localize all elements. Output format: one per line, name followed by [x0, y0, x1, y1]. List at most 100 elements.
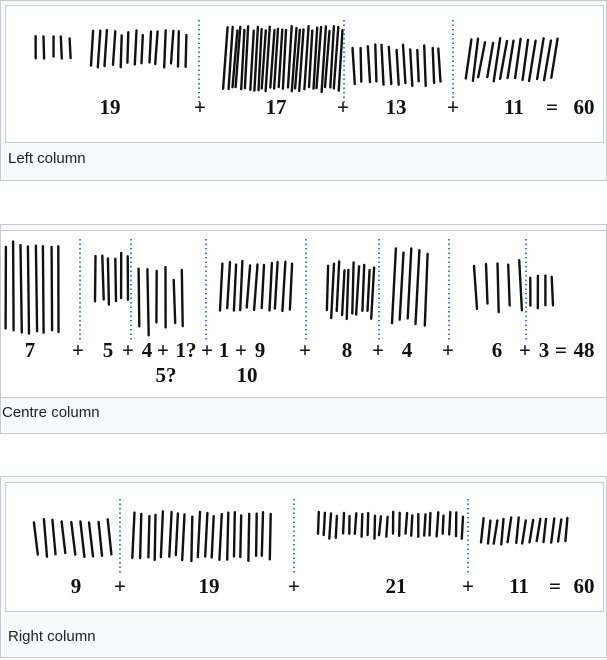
tally-label: =	[546, 95, 558, 119]
tally-mark	[180, 268, 184, 328]
left-column-panel: 19 +17 +13 +11 = 60 Left column	[0, 0, 607, 181]
tally-mark	[264, 25, 271, 93]
tally-mark	[492, 519, 499, 545]
tally-mark	[518, 259, 524, 312]
tally-mark	[176, 30, 181, 68]
tally-mark	[395, 48, 400, 86]
tally-mark	[387, 45, 393, 86]
tally-mark	[398, 511, 401, 537]
tally-label: 19	[199, 574, 220, 598]
tally-label: +	[114, 574, 126, 598]
tally-mark	[498, 39, 509, 81]
tally-label: 60	[574, 95, 595, 119]
tally-label: 6	[492, 338, 503, 362]
centre-column-panel: 7 +5 +4 +1? +1 +9 +8 +4 +6 +3 = 48 5? 10 Centre colum…	[0, 224, 607, 434]
tally-mark	[293, 28, 302, 90]
tally-label: 4	[142, 338, 153, 362]
tally-label: +	[337, 95, 349, 119]
tally-mark	[410, 514, 414, 537]
tally-mark	[404, 511, 409, 535]
tally-mark	[172, 278, 177, 325]
tally-mark	[535, 517, 542, 543]
tally-mark	[254, 512, 258, 558]
tally-mark	[42, 518, 49, 558]
tally-label: 7	[25, 338, 36, 362]
tally-mark	[253, 25, 260, 92]
tally-mark	[380, 43, 385, 86]
tally-mark	[243, 25, 250, 90]
tally-mark	[225, 511, 230, 561]
tally-mark	[398, 251, 405, 321]
tally-mark	[162, 29, 167, 69]
tally-mark	[521, 519, 527, 545]
tally-label: 4	[402, 338, 413, 362]
tally-mark	[269, 28, 276, 89]
tally-mark	[281, 260, 287, 313]
tally-mark	[366, 268, 371, 313]
tally-mark	[239, 28, 246, 91]
tally-mark	[89, 29, 95, 67]
tally-mark	[340, 269, 346, 317]
tally-mark	[527, 39, 537, 83]
tally-mark	[542, 517, 548, 544]
tally-label: 60	[574, 574, 595, 598]
right-column-tally-diagram: 9 +19 +21 +11 = 60	[32, 499, 595, 598]
tally-label: 9	[255, 338, 266, 362]
tally-label: +	[122, 338, 134, 362]
tally-mark	[325, 264, 330, 312]
tally-label: 9	[71, 574, 82, 598]
tally-mark	[401, 43, 407, 85]
tally-label: +	[372, 338, 384, 362]
tally-label: =	[549, 574, 561, 598]
left-column-caption: Left column	[8, 150, 86, 167]
tally-label: +	[462, 574, 474, 598]
tally-mark	[34, 244, 39, 333]
tally-mark	[492, 37, 502, 83]
tally-mark	[221, 26, 229, 90]
tally-mark	[373, 514, 377, 540]
tally-mark	[423, 513, 427, 537]
tally-mark	[361, 263, 366, 313]
left-column-tally-diagram: 19 +17 +13 +11 = 60	[34, 20, 595, 119]
tally-mark	[203, 511, 209, 558]
tally-mark	[126, 31, 130, 64]
tally-mark	[556, 518, 563, 543]
tally-mark	[385, 515, 389, 538]
tally-mark	[550, 517, 556, 544]
tally-mark	[281, 28, 288, 90]
tally-mark	[249, 29, 256, 92]
tally-mark	[423, 44, 427, 88]
tally-label: =	[555, 338, 567, 362]
tally-mark	[11, 240, 15, 332]
tally-mark	[268, 512, 272, 561]
tally-mark	[507, 263, 511, 307]
tally-mark	[464, 38, 473, 80]
tally-mark	[273, 260, 279, 310]
tally-mark	[332, 25, 340, 90]
tally-mark	[428, 511, 432, 537]
tally-mark	[335, 260, 341, 313]
tally-mark	[353, 512, 358, 535]
tally-mark	[316, 510, 320, 535]
tally-mark	[500, 517, 505, 546]
tally-mark	[351, 46, 356, 86]
tally-mark	[196, 510, 202, 559]
tally-mark	[486, 519, 492, 545]
tally-mark	[515, 516, 520, 545]
tally-mark	[218, 512, 224, 562]
tally-mark	[268, 261, 274, 312]
tally-mark	[260, 263, 266, 310]
tally-mark	[479, 517, 485, 544]
tally-mark	[148, 30, 153, 64]
tally-mark	[486, 41, 495, 79]
tally-label: +	[235, 338, 247, 362]
tally-mark	[106, 518, 113, 556]
tally-mark	[286, 25, 293, 89]
tally-mark	[359, 46, 363, 83]
tally-mark	[416, 48, 420, 83]
tally-label: 5?	[156, 363, 177, 387]
tally-mark	[26, 245, 31, 335]
tally-mark	[225, 260, 232, 310]
tally-label: +	[519, 338, 531, 362]
tally-mark	[345, 268, 350, 321]
